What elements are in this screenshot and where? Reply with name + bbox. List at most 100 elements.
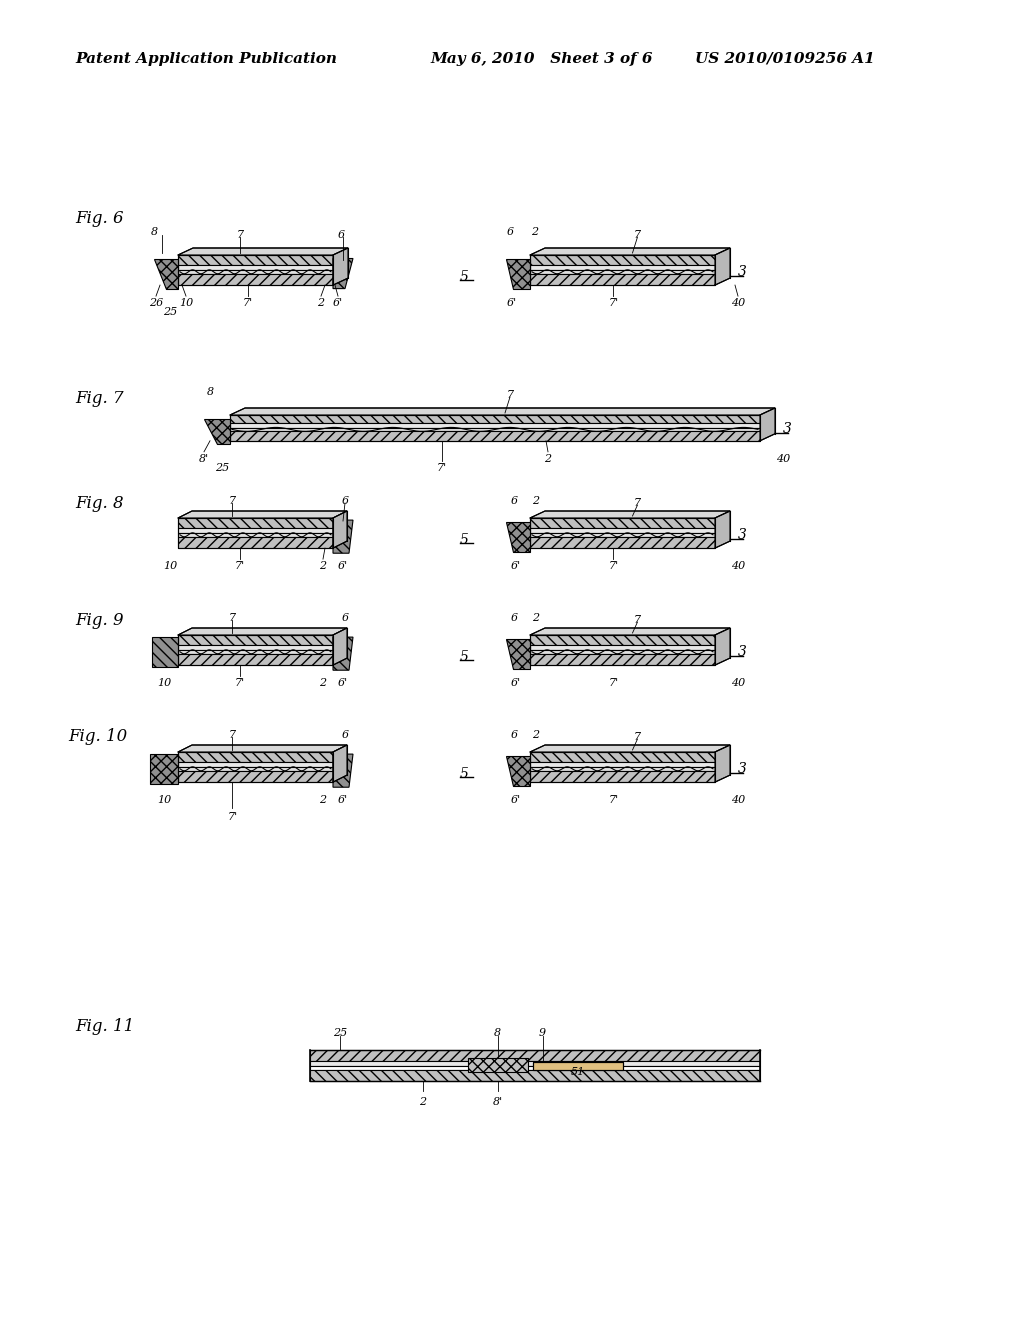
Text: 6': 6' (511, 678, 521, 688)
Text: 40: 40 (731, 678, 745, 688)
Polygon shape (333, 744, 347, 781)
Text: 6': 6' (511, 795, 521, 805)
Text: 6: 6 (338, 230, 344, 240)
Polygon shape (715, 744, 730, 781)
Text: 7': 7' (608, 678, 618, 688)
Text: 2: 2 (319, 678, 327, 688)
Text: 7: 7 (228, 730, 236, 741)
Bar (310, 1049, 760, 1061)
Text: 3: 3 (738, 265, 746, 279)
Text: 26: 26 (148, 298, 163, 308)
Polygon shape (333, 754, 353, 787)
Text: 6: 6 (510, 730, 517, 741)
Bar (532, 1063, 623, 1071)
Polygon shape (715, 511, 730, 548)
Polygon shape (154, 259, 178, 289)
Text: May 6, 2010   Sheet 3 of 6: May 6, 2010 Sheet 3 of 6 (430, 51, 652, 66)
Polygon shape (333, 520, 353, 553)
Text: 10: 10 (163, 561, 177, 572)
Text: 7': 7' (437, 463, 447, 473)
Polygon shape (530, 537, 715, 548)
Text: 8: 8 (494, 1028, 501, 1038)
Text: 5: 5 (460, 533, 469, 546)
Bar (468, 1059, 527, 1072)
Text: 3: 3 (738, 762, 746, 776)
Text: 6: 6 (341, 612, 348, 623)
Polygon shape (178, 517, 333, 528)
Polygon shape (530, 635, 715, 644)
Text: 6': 6' (338, 795, 348, 805)
Text: 2: 2 (532, 496, 540, 506)
Text: 6: 6 (507, 227, 514, 238)
Text: 7': 7' (234, 678, 245, 688)
Polygon shape (333, 628, 347, 665)
Polygon shape (530, 649, 715, 653)
Text: 3: 3 (783, 422, 792, 436)
Polygon shape (178, 255, 333, 265)
Text: 3: 3 (738, 645, 746, 659)
Polygon shape (178, 649, 333, 653)
Text: 25: 25 (215, 463, 229, 473)
Text: 7: 7 (634, 615, 641, 624)
Text: 7: 7 (228, 496, 236, 506)
Text: 7: 7 (634, 230, 641, 240)
Polygon shape (178, 644, 333, 649)
Polygon shape (506, 521, 530, 552)
Text: Fig. 8: Fig. 8 (75, 495, 124, 512)
Polygon shape (178, 752, 333, 762)
Text: Fig. 9: Fig. 9 (75, 612, 124, 630)
Text: 2: 2 (545, 454, 552, 463)
Polygon shape (530, 265, 715, 269)
Polygon shape (530, 533, 715, 537)
Text: 7': 7' (608, 795, 618, 805)
Text: 7': 7' (608, 561, 618, 572)
Text: 8: 8 (207, 387, 214, 397)
Polygon shape (530, 528, 715, 533)
Text: 40: 40 (731, 298, 745, 308)
Polygon shape (530, 752, 715, 762)
Polygon shape (230, 432, 760, 441)
Bar (310, 1061, 760, 1065)
Text: 25: 25 (333, 1028, 347, 1038)
Text: 10: 10 (157, 678, 171, 688)
Polygon shape (333, 511, 347, 548)
Polygon shape (178, 628, 347, 635)
Text: 40: 40 (776, 454, 791, 463)
Polygon shape (178, 275, 333, 285)
Text: 5: 5 (460, 271, 469, 284)
Polygon shape (530, 248, 730, 255)
Polygon shape (178, 771, 333, 781)
Bar (310, 1065, 760, 1071)
Polygon shape (230, 408, 775, 414)
Bar (310, 1071, 760, 1081)
Polygon shape (178, 265, 333, 269)
Polygon shape (715, 248, 730, 285)
Text: 2: 2 (419, 1097, 426, 1107)
Text: 7: 7 (634, 498, 641, 508)
Text: US 2010/0109256 A1: US 2010/0109256 A1 (695, 51, 874, 66)
Polygon shape (178, 767, 333, 771)
Text: 2: 2 (532, 730, 540, 741)
Text: 8': 8' (493, 1097, 503, 1107)
Polygon shape (530, 762, 715, 767)
Text: 7: 7 (237, 230, 244, 240)
Text: Patent Application Publication: Patent Application Publication (75, 51, 337, 66)
Text: 8: 8 (151, 227, 158, 238)
Text: Fig. 6: Fig. 6 (75, 210, 124, 227)
Polygon shape (178, 269, 333, 275)
Polygon shape (178, 533, 333, 537)
Polygon shape (333, 259, 353, 289)
Polygon shape (178, 537, 333, 548)
Text: 6: 6 (510, 612, 517, 623)
Text: 2: 2 (531, 227, 539, 238)
Text: 6: 6 (341, 496, 348, 506)
Text: Fig. 10: Fig. 10 (68, 729, 127, 744)
Polygon shape (230, 428, 760, 432)
Polygon shape (204, 418, 230, 445)
Text: 7: 7 (634, 733, 641, 742)
Text: 6': 6' (333, 298, 343, 308)
Text: 9: 9 (539, 1028, 546, 1038)
Polygon shape (333, 638, 353, 671)
Polygon shape (178, 635, 333, 644)
Polygon shape (178, 744, 347, 752)
